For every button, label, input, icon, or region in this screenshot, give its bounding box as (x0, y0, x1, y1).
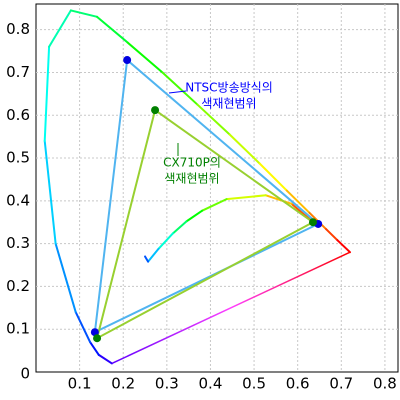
spectral-locus (89, 341, 100, 356)
spectral-locus (74, 311, 92, 344)
y-tick-label: 0 (20, 365, 30, 383)
primary-point (308, 218, 317, 227)
x-tick-label: 0.1 (68, 375, 92, 393)
labels: 0.1 0.2 0.3 0.4 0.5 0.6 0.7 0.8 0 0.1 0.2 0.3 0.4 0.5… (6, 20, 397, 392)
planckian-locus (225, 194, 267, 201)
planckian-locus (171, 220, 188, 235)
y-tick-label: 0.5 (6, 149, 30, 167)
spectral-locus (43, 45, 51, 142)
spectral-locus (96, 15, 129, 44)
spectral-locus (97, 353, 113, 365)
planckian-locus (144, 255, 150, 263)
y-tick-label: 0.6 (6, 106, 30, 124)
y-tick-label: 0.7 (6, 63, 30, 81)
x-tick-label: 0.8 (373, 375, 397, 393)
y-tick-label: 0.2 (6, 277, 30, 295)
annotation-leader (168, 90, 187, 94)
spectral-locus (285, 189, 311, 214)
x-tick-label: 0.6 (286, 375, 310, 393)
purple-line (111, 251, 351, 365)
spectral-locus (196, 103, 231, 136)
y-tick-label: 0.1 (6, 320, 30, 338)
x-tick-label: 0.5 (242, 375, 266, 393)
primary-point (123, 56, 132, 65)
primary-point (93, 334, 102, 343)
x-tick-label: 0.3 (155, 375, 179, 393)
y-tick-label: 0.3 (6, 234, 30, 252)
x-tick-label: 0.4 (199, 375, 223, 393)
y-tick-label: 0.4 (6, 191, 30, 209)
gamut-triangle (95, 108, 315, 341)
spectral-locus (43, 139, 57, 245)
planckian-locus (201, 198, 228, 212)
annotation-text: NTSC방송방식의 (185, 81, 273, 95)
spectral-locus (258, 162, 288, 192)
spectral-locus (54, 242, 77, 314)
x-tick-label: 0.7 (329, 375, 353, 393)
planckian-locus (185, 209, 204, 223)
spectral-locus (161, 71, 199, 106)
spectral-locus (228, 133, 261, 165)
planckian-locus (157, 232, 174, 250)
spectral-locus (126, 41, 164, 74)
annotation-text: CX710P의 (163, 156, 221, 170)
spectral-locus (69, 9, 99, 18)
plot-area (35, 3, 399, 373)
planckian-locus (264, 194, 293, 205)
gamut-triangle (93, 58, 320, 334)
annotation-text: 색재현범위 (164, 172, 219, 186)
spectral-locus (325, 228, 339, 242)
x-tick-label: 0.2 (111, 375, 135, 393)
annotation-text: 색재현범위 (201, 97, 256, 111)
marks (43, 9, 352, 365)
planckian-locus (147, 247, 160, 263)
spectral-locus (336, 239, 352, 254)
primary-point (151, 106, 160, 115)
y-tick-label: 0.8 (6, 20, 30, 38)
spectral-locus (48, 9, 72, 48)
